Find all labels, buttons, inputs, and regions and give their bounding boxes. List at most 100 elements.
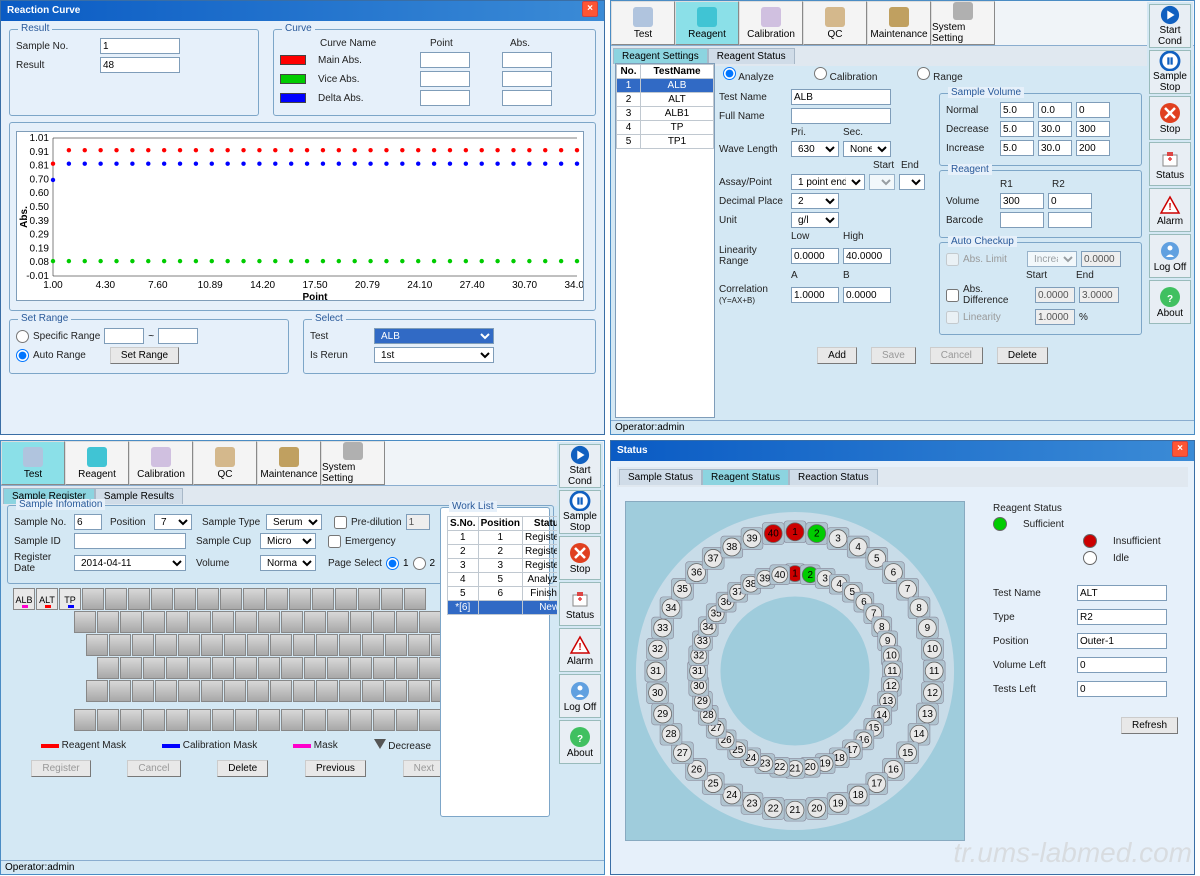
tile[interactable] (143, 657, 165, 679)
close-icon[interactable]: × (582, 1, 598, 17)
sample-id-input[interactable] (74, 533, 186, 549)
side-alarm[interactable]: !Alarm (1149, 188, 1191, 232)
tile[interactable] (373, 657, 395, 679)
tile[interactable] (258, 709, 280, 731)
reg-date-dropdown[interactable]: 2014-04-11 (74, 555, 186, 571)
side-start-cond[interactable]: Start Cond (1149, 4, 1191, 48)
tile[interactable] (304, 709, 326, 731)
tile[interactable] (120, 611, 142, 633)
tile[interactable] (270, 680, 292, 702)
side-log-off[interactable]: Log Off (1149, 234, 1191, 278)
tile[interactable] (281, 657, 303, 679)
sv-input[interactable] (1038, 121, 1072, 137)
tile[interactable] (201, 634, 223, 656)
tile[interactable] (408, 634, 430, 656)
abs-diff-check[interactable] (946, 289, 959, 302)
tab-reagent-settings[interactable]: Reagent Settings (613, 48, 708, 64)
tile[interactable] (327, 657, 349, 679)
unit-dropdown[interactable]: g/l (791, 212, 839, 228)
tile[interactable] (316, 680, 338, 702)
volume-dropdown[interactable]: Normal (260, 555, 316, 571)
side-sample-stop[interactable]: Sample Stop (1149, 50, 1191, 94)
tile[interactable] (339, 680, 361, 702)
toolbar-qc[interactable]: QC (803, 1, 867, 45)
page-2-radio[interactable] (413, 557, 426, 570)
decimal-dropdown[interactable]: 2 (791, 193, 839, 209)
tile[interactable] (201, 680, 223, 702)
tile[interactable] (258, 657, 280, 679)
tile-ALB[interactable]: ALB (13, 588, 35, 610)
tile[interactable] (235, 611, 257, 633)
tile[interactable] (293, 634, 315, 656)
wave-pri-dropdown[interactable]: 630 (791, 141, 839, 157)
tile[interactable] (373, 709, 395, 731)
sample-cup-dropdown[interactable]: Micro (260, 533, 316, 549)
delete-button[interactable]: Delete (217, 760, 268, 777)
tile[interactable] (155, 680, 177, 702)
toolbar-test[interactable]: Test (1, 441, 65, 485)
toolbar-calibration[interactable]: Calibration (129, 441, 193, 485)
status-field-input[interactable] (1077, 609, 1167, 625)
status-field-input[interactable] (1077, 633, 1167, 649)
tile[interactable] (120, 657, 142, 679)
toolbar-test[interactable]: Test (611, 1, 675, 45)
tile[interactable] (408, 680, 430, 702)
tile[interactable] (316, 634, 338, 656)
tile[interactable] (86, 680, 108, 702)
previous-button[interactable]: Previous (305, 760, 366, 777)
tile[interactable] (143, 709, 165, 731)
sample-type-dropdown[interactable]: Serum (266, 514, 322, 530)
tab-reagent-status[interactable]: Reagent Status (708, 48, 795, 64)
tile[interactable] (109, 634, 131, 656)
tile[interactable] (224, 680, 246, 702)
auto-range-radio[interactable] (16, 349, 29, 362)
tile[interactable] (243, 588, 265, 610)
tile[interactable] (189, 709, 211, 731)
tile[interactable] (289, 588, 311, 610)
curve-point-input[interactable] (420, 90, 470, 106)
tile[interactable] (189, 657, 211, 679)
tile[interactable] (212, 657, 234, 679)
toolbar-calibration[interactable]: Calibration (739, 1, 803, 45)
side-about[interactable]: ?About (559, 720, 601, 764)
test-list-row[interactable]: 5TP1 (617, 135, 714, 149)
tab-sample-results[interactable]: Sample Results (95, 488, 183, 504)
test-list[interactable]: No.TestName1ALB2ALT3ALB14TP5TP1 (615, 63, 715, 418)
sv-input[interactable] (1076, 140, 1110, 156)
tile[interactable] (74, 709, 96, 731)
tab-reagent-status[interactable]: Reagent Status (702, 469, 789, 485)
curve-abs-input[interactable] (502, 90, 552, 106)
pre-dilution-check[interactable] (334, 516, 347, 529)
toolbar-system-setting[interactable]: System Setting (931, 1, 995, 45)
tile[interactable] (419, 709, 441, 731)
test-list-row[interactable]: 3ALB1 (617, 107, 714, 121)
range-to-input[interactable] (158, 328, 198, 344)
toolbar-system-setting[interactable]: System Setting (321, 441, 385, 485)
add-button[interactable]: Add (817, 347, 857, 364)
tile[interactable] (224, 634, 246, 656)
close-icon[interactable]: × (1172, 441, 1188, 457)
barcode-r1-input[interactable] (1000, 212, 1044, 228)
tile[interactable] (82, 588, 104, 610)
delete-button[interactable]: Delete (997, 347, 1048, 364)
test-list-row[interactable]: 4TP (617, 121, 714, 135)
corr-b-input[interactable] (843, 287, 891, 303)
full-name-input[interactable] (791, 108, 891, 124)
tile[interactable] (373, 611, 395, 633)
test-name-input[interactable] (791, 89, 891, 105)
toolbar-maintenance[interactable]: Maintenance (867, 1, 931, 45)
radio-analyze[interactable]: Analyze (723, 67, 774, 83)
tile[interactable] (143, 611, 165, 633)
test-list-row[interactable]: 2ALT (617, 93, 714, 107)
tile[interactable] (97, 657, 119, 679)
tile[interactable] (350, 657, 372, 679)
toolbar-reagent[interactable]: Reagent (675, 1, 739, 45)
tile[interactable] (235, 709, 257, 731)
toolbar-qc[interactable]: QC (193, 441, 257, 485)
side-status[interactable]: Status (559, 582, 601, 626)
position-dropdown[interactable]: 7 (154, 514, 192, 530)
curve-abs-input[interactable] (502, 71, 552, 87)
toolbar-reagent[interactable]: Reagent (65, 441, 129, 485)
side-status[interactable]: Status (1149, 142, 1191, 186)
curve-point-input[interactable] (420, 71, 470, 87)
